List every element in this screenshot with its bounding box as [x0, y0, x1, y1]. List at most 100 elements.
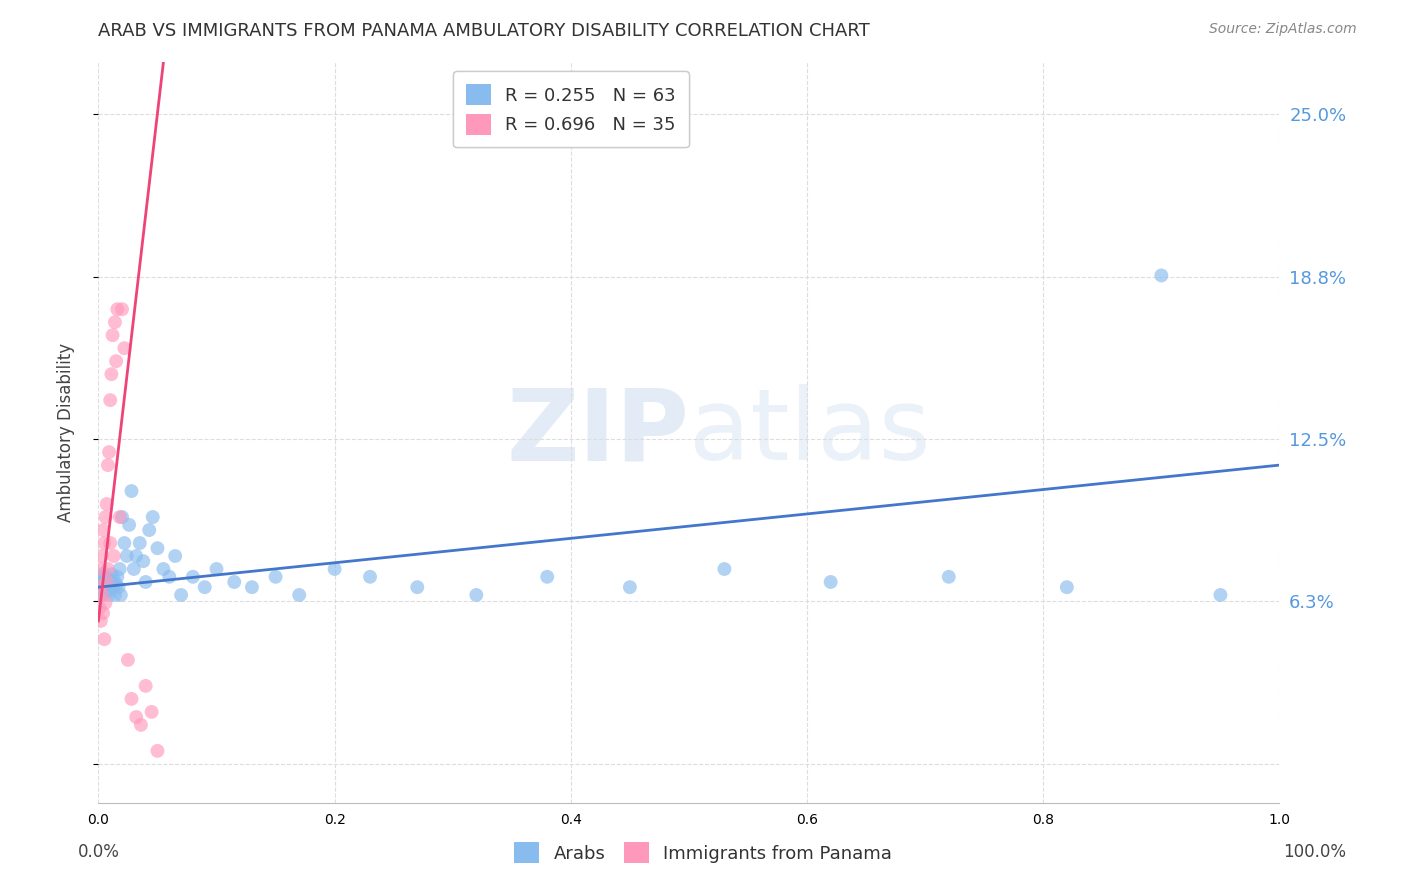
Point	[97, 573, 120, 587]
Point	[194, 580, 217, 594]
Point	[98, 574, 121, 589]
Point	[90, 562, 112, 576]
Point	[101, 580, 124, 594]
Point	[91, 606, 114, 620]
Y-axis label: Ambulatory Disability: Ambulatory Disability	[56, 343, 75, 522]
Point	[129, 718, 152, 732]
Point	[97, 580, 120, 594]
Legend: Arabs, Immigrants from Panama: Arabs, Immigrants from Panama	[503, 831, 903, 874]
Point	[1150, 268, 1173, 283]
Point	[98, 393, 121, 408]
Point	[135, 679, 157, 693]
Point	[141, 705, 163, 719]
Point	[91, 588, 114, 602]
Point	[938, 570, 960, 584]
Point	[90, 614, 112, 628]
Point	[111, 302, 134, 317]
Point	[165, 549, 187, 563]
Point	[105, 577, 128, 591]
Point	[91, 580, 114, 594]
Point	[115, 549, 138, 563]
Point	[465, 588, 488, 602]
Point	[97, 458, 120, 472]
Point	[125, 549, 148, 563]
Point	[100, 567, 122, 582]
Point	[98, 445, 121, 459]
Point	[122, 562, 145, 576]
Point	[89, 580, 111, 594]
Point	[91, 549, 114, 563]
Point	[103, 573, 125, 587]
Point	[224, 574, 246, 589]
Point	[619, 580, 641, 594]
Point	[323, 562, 346, 576]
Text: Source: ZipAtlas.com: Source: ZipAtlas.com	[1209, 22, 1357, 37]
Text: ARAB VS IMMIGRANTS FROM PANAMA AMBULATORY DISABILITY CORRELATION CHART: ARAB VS IMMIGRANTS FROM PANAMA AMBULATOR…	[98, 22, 870, 40]
Point	[91, 588, 114, 602]
Point	[93, 536, 115, 550]
Point	[820, 574, 842, 589]
Point	[93, 585, 115, 599]
Point	[111, 510, 134, 524]
Point	[104, 315, 127, 329]
Point	[105, 302, 128, 317]
Point	[142, 510, 165, 524]
Point	[1056, 580, 1078, 594]
Point	[135, 574, 157, 589]
Point	[103, 549, 125, 563]
Point	[713, 562, 735, 576]
Point	[93, 632, 115, 647]
Point	[96, 574, 118, 589]
Point	[146, 744, 169, 758]
Point	[94, 582, 117, 597]
Point	[94, 574, 117, 589]
Point	[132, 554, 155, 568]
Point	[359, 570, 381, 584]
Point	[121, 692, 143, 706]
Point	[90, 580, 112, 594]
Point	[112, 341, 135, 355]
Point	[118, 517, 141, 532]
Legend: R = 0.255   N = 63, R = 0.696   N = 35: R = 0.255 N = 63, R = 0.696 N = 35	[453, 71, 689, 147]
Text: 0.0%: 0.0%	[77, 843, 120, 861]
Point	[157, 570, 180, 584]
Point	[96, 497, 118, 511]
Text: 100.0%: 100.0%	[1284, 843, 1346, 861]
Point	[181, 570, 204, 584]
Point	[205, 562, 228, 576]
Point	[138, 523, 160, 537]
Point	[536, 570, 558, 584]
Point	[146, 541, 169, 556]
Text: atlas: atlas	[689, 384, 931, 481]
Point	[91, 573, 114, 587]
Point	[94, 510, 117, 524]
Point	[107, 580, 129, 594]
Point	[98, 588, 121, 602]
Point	[108, 562, 131, 576]
Point	[98, 582, 121, 597]
Point	[94, 596, 117, 610]
Point	[288, 588, 311, 602]
Point	[170, 588, 193, 602]
Point	[406, 580, 429, 594]
Point	[152, 562, 174, 576]
Point	[117, 653, 139, 667]
Point	[89, 574, 111, 589]
Point	[128, 536, 150, 550]
Point	[89, 601, 111, 615]
Point	[1209, 588, 1232, 602]
Point	[93, 577, 115, 591]
Point	[240, 580, 263, 594]
Point	[96, 577, 118, 591]
Point	[91, 523, 114, 537]
Point	[125, 710, 148, 724]
Point	[110, 588, 132, 602]
Point	[121, 484, 143, 499]
Point	[97, 562, 120, 576]
Point	[104, 588, 127, 602]
Point	[100, 367, 122, 381]
Point	[98, 536, 121, 550]
Point	[108, 510, 131, 524]
Point	[264, 570, 287, 584]
Point	[105, 354, 128, 368]
